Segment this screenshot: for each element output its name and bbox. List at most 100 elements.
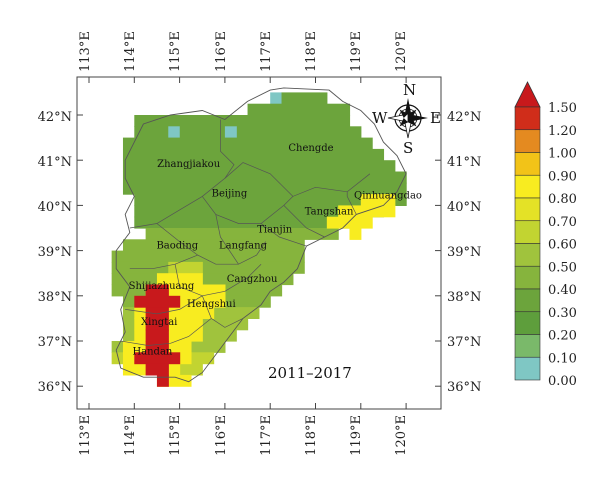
- lon-label-bottom: 114°E: [123, 415, 138, 456]
- raster-row: [156, 374, 192, 387]
- city-label: Cangzhou: [227, 274, 278, 285]
- period-label: 2011–2017: [268, 364, 352, 382]
- lon-label-top: 115°E: [168, 31, 183, 72]
- raster-row: [134, 205, 385, 218]
- lat-label-right: 40°N: [447, 200, 481, 215]
- prefecture-boundary: [201, 295, 244, 328]
- raster-row: [111, 250, 305, 263]
- colorbar-tick-label: 0.50: [548, 260, 577, 275]
- colorbar-swatch: [514, 311, 541, 335]
- lon-label-bottom: 116°E: [214, 415, 229, 456]
- colorbar-swatch: [514, 129, 541, 153]
- raster-cell: [224, 126, 237, 138]
- city-label: Baoding: [156, 240, 198, 251]
- raster-row: [145, 284, 226, 297]
- lon-label-top: 120°E: [394, 31, 409, 72]
- colorbar-swatch: [514, 197, 541, 222]
- raster-hotspot: [145, 318, 169, 331]
- raster-row: [281, 92, 328, 105]
- raster-row: [122, 160, 396, 173]
- province-outline: [115, 87, 407, 383]
- city-label: Handan: [132, 347, 172, 358]
- colorbar-tick-label: 0.00: [548, 374, 577, 389]
- prefecture-boundary: [283, 205, 325, 238]
- value-raster: [111, 92, 407, 387]
- prefecture-boundary: [215, 214, 239, 265]
- lat-label-right: 38°N: [447, 290, 481, 305]
- colorbar-tick-label: 0.10: [548, 351, 577, 366]
- raster-cell: [168, 126, 180, 138]
- lat-label-left: 36°N: [38, 380, 72, 395]
- colorbar-swatch: [514, 243, 541, 267]
- prefecture-boundary: [125, 295, 203, 315]
- colorbar-tick-label: 1.00: [548, 147, 577, 162]
- prefecture-boundary: [260, 223, 307, 247]
- raster-row: [122, 182, 407, 195]
- raster-row: [134, 194, 407, 206]
- right-latitude-labels: 42°N 41°N 40°N 39°N 38°N 37°N 36°N: [447, 110, 481, 395]
- raster-hotspot: [145, 341, 169, 353]
- top-longitude-labels: 113°E 114°E 115°E 116°E 117°E 118°E 119°…: [78, 31, 409, 72]
- city-label: Tangshan: [305, 206, 354, 217]
- raster-row: [122, 239, 305, 252]
- bottom-longitude-labels: 113°E 114°E 115°E 116°E 117°E 118°E 119°…: [78, 415, 409, 456]
- lat-label-left: 37°N: [38, 335, 72, 350]
- lat-label-left: 41°N: [38, 155, 72, 170]
- raster-row: [134, 307, 215, 319]
- city-label: Beijing: [212, 188, 248, 199]
- left-latitude-labels: 42°N 41°N 40°N 39°N 38°N 37°N 36°N: [38, 110, 72, 395]
- lon-label-top: 116°E: [214, 31, 229, 72]
- raster-row: [360, 194, 396, 206]
- prefecture-boundary: [129, 119, 235, 229]
- colorbar-tick-label: 0.80: [548, 192, 577, 207]
- raster-row: [326, 216, 373, 229]
- raster-hotspot: [145, 284, 169, 297]
- lat-label-right: 41°N: [447, 155, 481, 170]
- lat-label-left: 39°N: [38, 245, 72, 260]
- city-label: Zhangjiakou: [157, 159, 221, 170]
- city-label: Hengshui: [187, 299, 236, 310]
- city-label: Chengde: [288, 143, 333, 154]
- lon-label-top: 114°E: [123, 31, 138, 72]
- city-label: Shijiazhuang: [129, 281, 195, 292]
- lon-label-top: 117°E: [259, 31, 274, 72]
- city-label: Langfang: [219, 240, 268, 251]
- raster-hotspot: [145, 329, 169, 342]
- lon-label-bottom: 113°E: [78, 415, 93, 456]
- compass-n-label: N: [403, 81, 416, 99]
- raster-hotspot: [145, 307, 169, 319]
- colorbar-swatch: [514, 174, 541, 199]
- lon-label-bottom: 120°E: [394, 415, 409, 456]
- axis-ticks: [77, 77, 441, 409]
- raster-row: [168, 261, 203, 274]
- raster-row: [111, 261, 305, 274]
- colorbar-tick-label: 0.40: [548, 283, 577, 298]
- colorbar-extend-arrow: [514, 81, 541, 108]
- lat-label-left: 42°N: [38, 110, 72, 125]
- raster-row: [134, 126, 362, 139]
- raster-row: [122, 171, 407, 184]
- prefecture-boundary: [129, 254, 198, 270]
- raster-row: [145, 228, 339, 240]
- prefecture-boundary: [202, 196, 294, 224]
- lon-label-bottom: 119°E: [349, 415, 364, 456]
- colorbar-swatch: [514, 334, 541, 358]
- lat-label-right: 36°N: [447, 380, 481, 395]
- prefecture-boundary: [174, 263, 262, 297]
- raster-row: [247, 103, 351, 116]
- colorbar-swatch: [514, 220, 541, 244]
- colorbar-tick-label: 0.20: [548, 329, 577, 344]
- prefecture-boundary: [346, 191, 357, 215]
- raster-row: [134, 115, 351, 127]
- lat-label-left: 40°N: [38, 200, 72, 215]
- lat-label-right: 39°N: [447, 245, 481, 260]
- lat-label-right: 42°N: [447, 110, 481, 125]
- prefecture-boundary: [120, 318, 212, 346]
- colorbar-tick-label: 1.50: [548, 101, 577, 116]
- raster-row: [270, 92, 283, 105]
- colorbar-swatch: [514, 152, 541, 176]
- compass-s-label: S: [403, 139, 413, 157]
- colorbar-tick-label: 1.20: [548, 124, 577, 139]
- city-labels: Zhangjiakou Chengde Beijing QinhuangdaoTang…: [129, 143, 422, 357]
